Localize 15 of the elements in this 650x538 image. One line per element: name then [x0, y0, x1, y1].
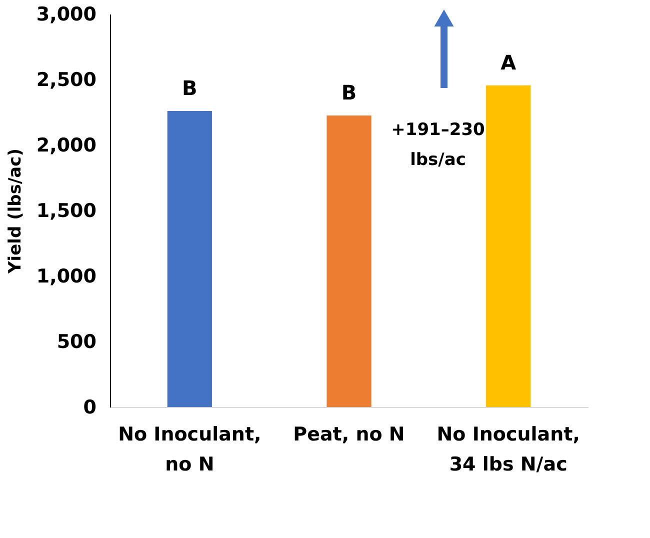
y-tick-label: 0 — [83, 396, 96, 418]
y-tick-label: 2,500 — [36, 69, 96, 91]
annotation: B — [182, 76, 198, 100]
annotation: +191–230 lbs/ac — [391, 120, 486, 170]
x-tick-label: Peat, no N — [293, 424, 405, 446]
annotation: A — [500, 50, 517, 74]
x-tick-label: No Inoculant, no N — [118, 424, 262, 476]
y-axis-title: Yield (lbs/ac) — [5, 148, 26, 274]
x-tick-label: No Inoculant, 34 lbs N/ac — [436, 424, 580, 476]
y-tick-label: 2,000 — [36, 134, 96, 156]
annotation: B — [341, 80, 357, 105]
y-tick-label: 3,000 — [36, 4, 96, 26]
y-tick-label: 1,500 — [36, 200, 96, 222]
y-tick-label: 500 — [56, 331, 96, 353]
y-tick-label: 1,000 — [36, 266, 96, 288]
